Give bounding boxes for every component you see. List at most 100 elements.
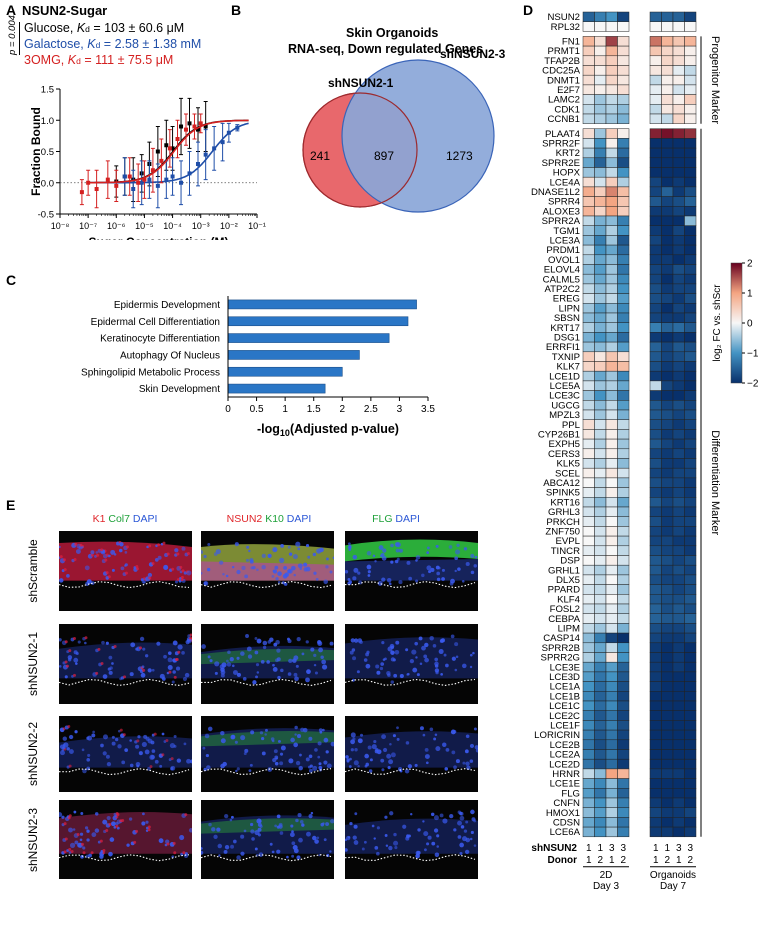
heatmap-cell bbox=[661, 807, 674, 818]
heatmap-cell bbox=[605, 361, 618, 372]
heatmap-cell bbox=[649, 370, 662, 382]
nucleus bbox=[445, 747, 450, 752]
heatmap-cell bbox=[617, 429, 630, 440]
heatmap-cell bbox=[605, 351, 618, 362]
heatmap-cell bbox=[649, 526, 662, 537]
heatmap-cell bbox=[672, 749, 685, 760]
k1-signal bbox=[142, 668, 146, 672]
heatmap-cell bbox=[594, 380, 607, 391]
nucleus bbox=[249, 559, 254, 564]
nucleus bbox=[250, 730, 255, 735]
nucleus bbox=[85, 581, 90, 586]
heatmap-cell bbox=[594, 128, 607, 139]
col-annot-shnsun2: 1 bbox=[586, 843, 592, 854]
nucleus bbox=[381, 555, 387, 561]
heatmap-cell bbox=[605, 390, 618, 401]
k1-signal bbox=[181, 569, 185, 573]
nucleus bbox=[189, 639, 192, 642]
heatmap-cell bbox=[684, 104, 697, 115]
data-point-glucose bbox=[155, 149, 160, 154]
nucleus bbox=[291, 830, 294, 833]
gene-label-casp14: CASP14 bbox=[543, 633, 580, 644]
k1-signal bbox=[170, 757, 174, 761]
nucleus bbox=[353, 840, 359, 845]
heatmap-cell bbox=[617, 467, 630, 479]
nucleus bbox=[454, 668, 458, 672]
heatmap-cell bbox=[594, 467, 607, 479]
k1-signal bbox=[65, 664, 69, 668]
nucleus bbox=[470, 570, 475, 575]
nucleus bbox=[455, 655, 459, 659]
heatmap-cell bbox=[582, 113, 595, 124]
heatmap-cell bbox=[582, 613, 595, 624]
heatmap-cell bbox=[617, 254, 630, 265]
nucleus bbox=[354, 812, 358, 816]
heatmap-cell bbox=[617, 264, 630, 275]
heatmap-cell bbox=[582, 691, 595, 702]
k1-signal bbox=[162, 541, 166, 545]
micrograph-canvas bbox=[59, 725, 192, 776]
heatmap-cell bbox=[582, 283, 595, 294]
heatmap-cell bbox=[684, 55, 697, 66]
legend-kd-sub: d bbox=[76, 56, 81, 66]
nucleus bbox=[394, 559, 399, 564]
nucleus bbox=[423, 831, 429, 837]
heatmap-cell bbox=[582, 84, 595, 95]
heatmap-cell bbox=[605, 535, 618, 547]
heatmap-cell bbox=[672, 312, 685, 323]
nucleus bbox=[390, 657, 395, 662]
heatmap-cell bbox=[582, 196, 595, 207]
heatmap-cell bbox=[617, 661, 630, 673]
heatmap-cell bbox=[661, 264, 674, 275]
nucleus bbox=[371, 824, 375, 828]
nucleus bbox=[383, 747, 388, 753]
heatmap-cell bbox=[617, 36, 630, 47]
k1-signal bbox=[105, 829, 109, 833]
nucleus bbox=[294, 733, 297, 736]
nucleus bbox=[470, 553, 475, 558]
heatmap-cell bbox=[672, 739, 685, 750]
heatmap-cell bbox=[594, 545, 607, 556]
heatmap-cell bbox=[661, 104, 674, 115]
nucleus bbox=[220, 738, 226, 744]
heatmap-cell bbox=[661, 467, 674, 479]
heatmap-cell bbox=[582, 74, 595, 86]
heatmap-cell bbox=[672, 419, 685, 430]
nucleus bbox=[421, 573, 425, 578]
heatmap-cell bbox=[582, 700, 595, 711]
k1-signal bbox=[180, 575, 184, 579]
heatmap-cell bbox=[661, 361, 674, 372]
nucleus bbox=[325, 565, 329, 569]
nucleus bbox=[354, 748, 358, 752]
heatmap-cell bbox=[672, 700, 685, 711]
heatmap-cell bbox=[649, 729, 662, 741]
heatmap-cell bbox=[594, 65, 607, 76]
basement-membrane-line bbox=[201, 768, 332, 776]
nucleus bbox=[185, 640, 190, 645]
nucleus bbox=[259, 731, 264, 735]
nucleus bbox=[313, 571, 317, 575]
heatmap-cell bbox=[617, 380, 630, 391]
micrograph-r2-c2 bbox=[201, 624, 334, 704]
venn-label-shnsun2-1: shNSUN2-1 bbox=[328, 76, 394, 90]
gene-label-lce4a: LCE4A bbox=[550, 177, 581, 188]
nucleus bbox=[434, 852, 440, 858]
nucleus bbox=[291, 841, 296, 846]
colorbar-title: log₂ FC vs. shScr bbox=[712, 284, 723, 362]
heatmap-cell bbox=[582, 429, 595, 440]
heatmap-cell bbox=[605, 138, 618, 149]
nucleus bbox=[305, 677, 310, 683]
heatmap-cell bbox=[649, 55, 662, 66]
nucleus bbox=[292, 554, 298, 560]
col-annot-donor: 1 bbox=[653, 855, 659, 866]
nucleus bbox=[389, 811, 394, 816]
nucleus bbox=[261, 751, 266, 756]
heatmap-cell bbox=[594, 526, 607, 537]
heatmap-cell bbox=[582, 104, 595, 115]
heatmap-cell bbox=[684, 438, 697, 450]
heatmap-cell bbox=[605, 632, 618, 644]
nucleus bbox=[124, 748, 129, 753]
nucleus bbox=[388, 582, 392, 586]
heatmap-cell bbox=[594, 332, 607, 343]
heatmap-cell bbox=[617, 74, 630, 86]
